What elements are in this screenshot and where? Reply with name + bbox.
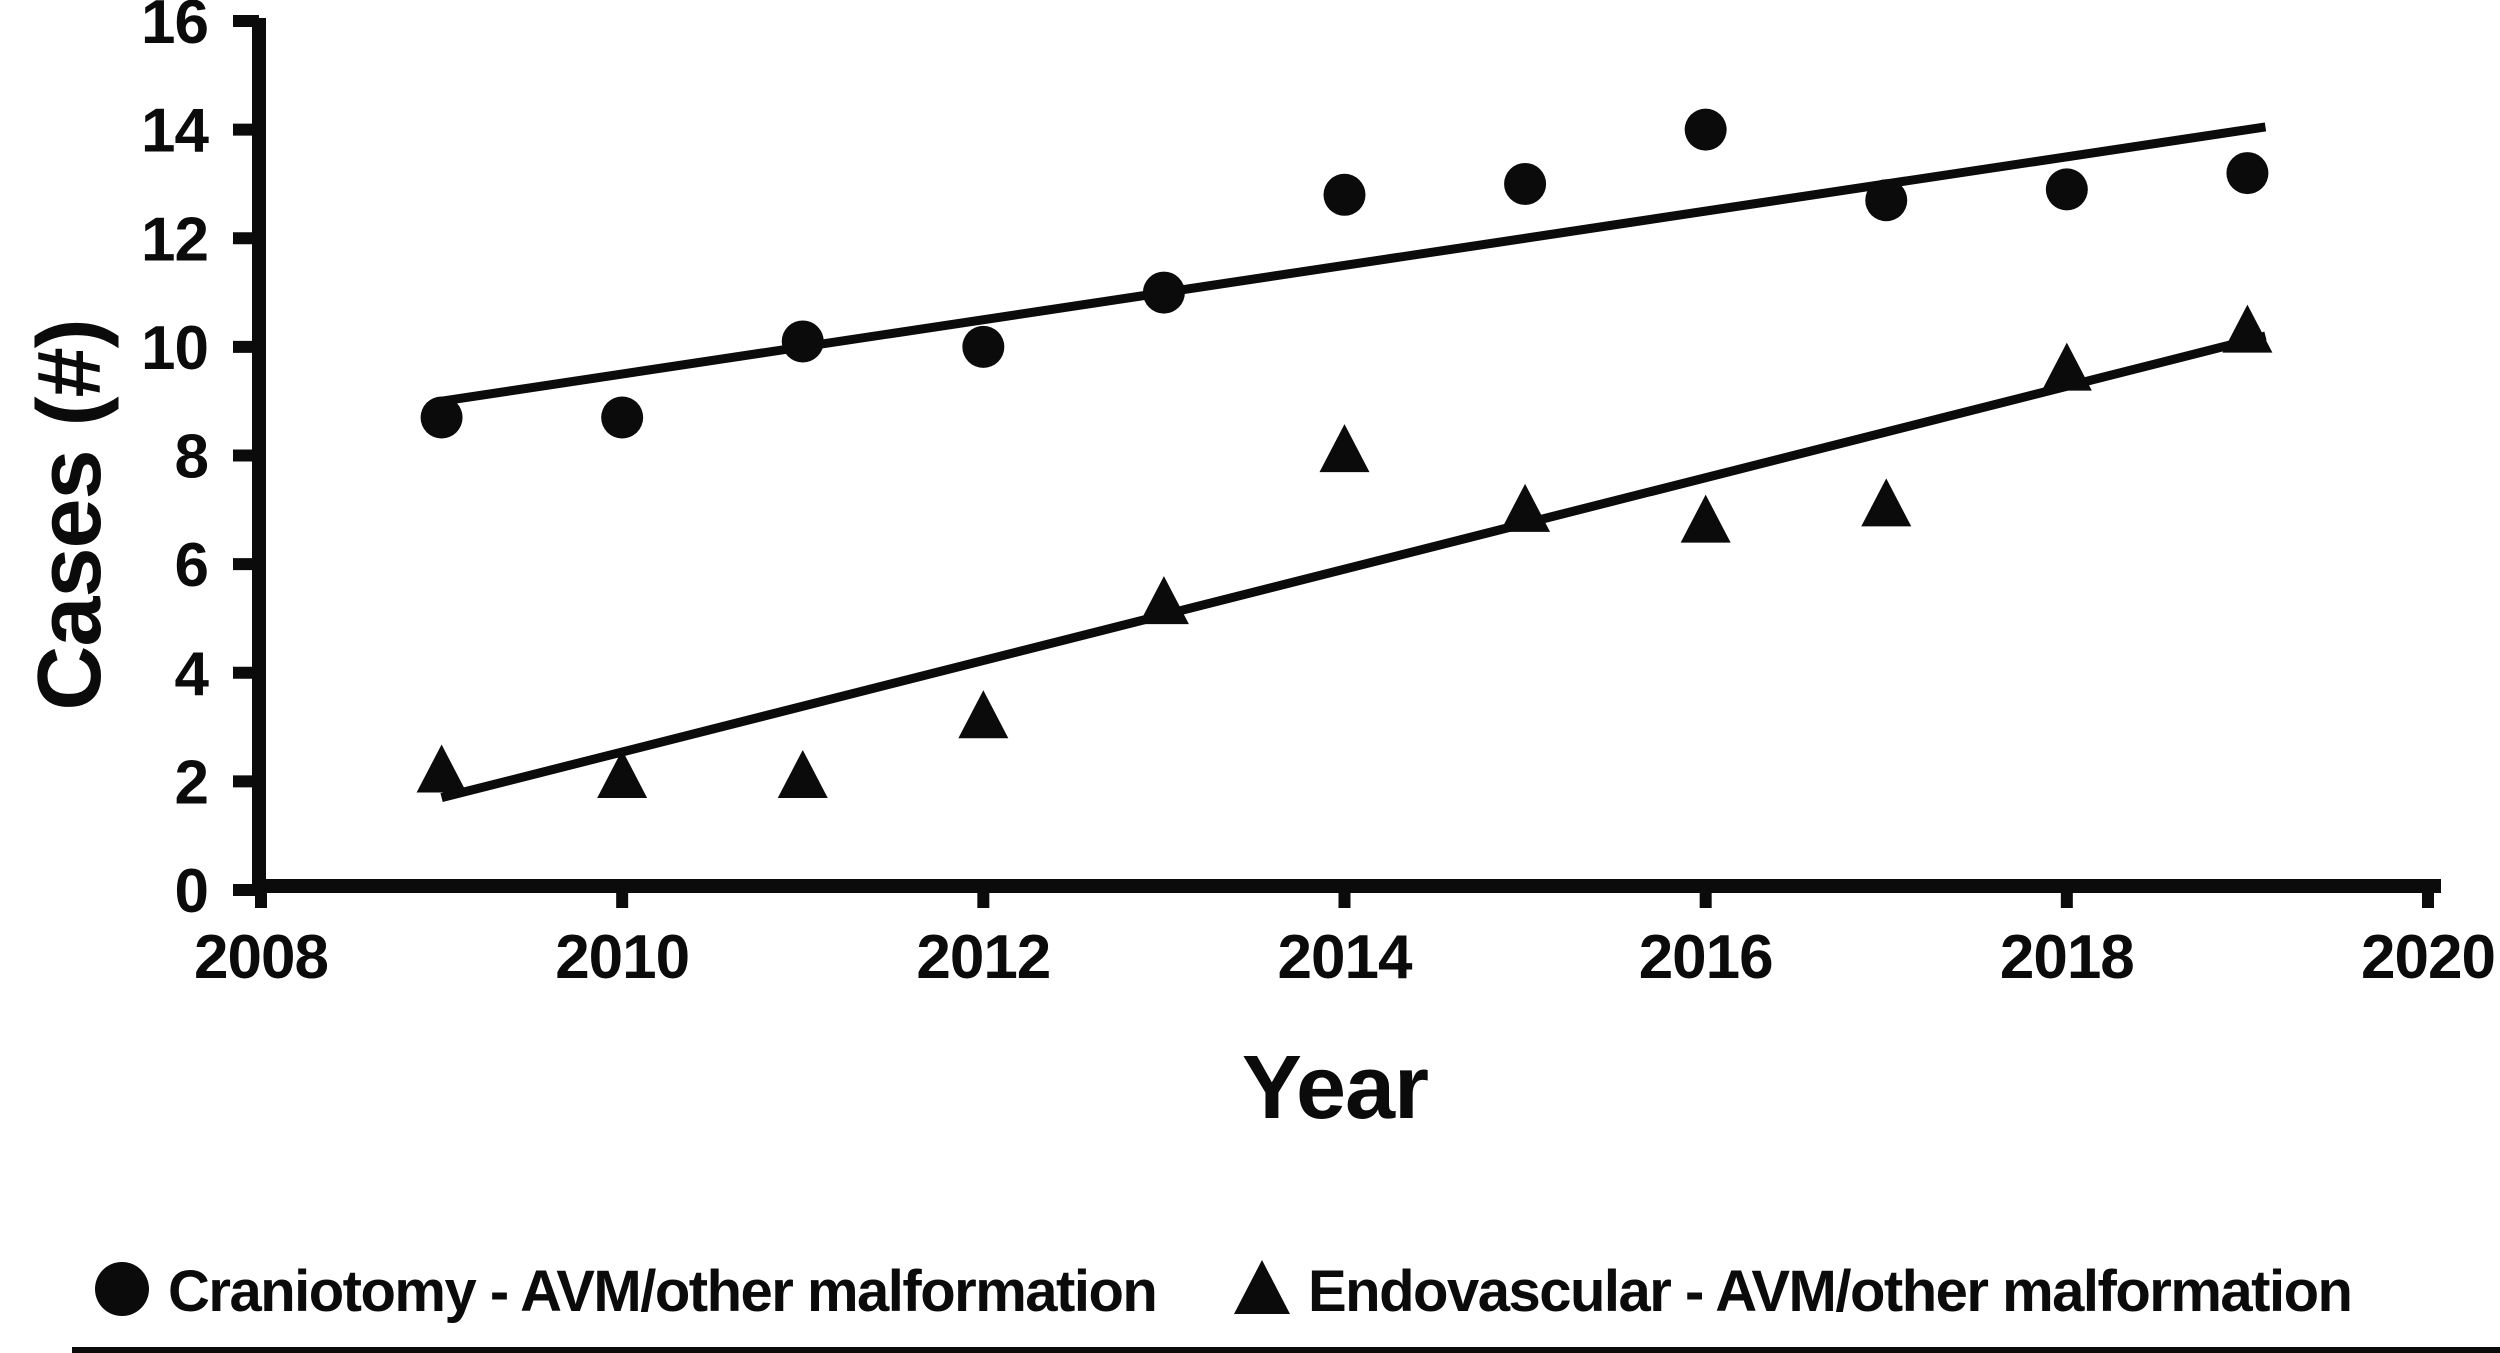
- data-point-triangle: [777, 749, 828, 798]
- data-point-circle: [1865, 179, 1908, 222]
- y-tick-label: 4: [175, 640, 210, 709]
- data-point-triangle: [597, 749, 648, 798]
- y-tick-label: 8: [175, 423, 208, 492]
- data-point-circle: [1142, 271, 1185, 314]
- y-tick-label: 12: [141, 205, 208, 274]
- y-tick-label: 10: [141, 314, 208, 383]
- series-craniotomy: [420, 108, 2269, 439]
- legend-label-endovascular: Endovascular - AVM/other malformation: [1308, 1259, 2351, 1324]
- data-point-circle: [962, 325, 1005, 368]
- x-axis: 2008 2010 2012 2014 2016 2018 2020: [194, 879, 2496, 992]
- y-axis-title: Cases (#): [20, 319, 120, 710]
- legend-circle-marker: [95, 1262, 149, 1316]
- x-axis-ticks: [255, 886, 2434, 908]
- y-tick-label: 0: [175, 857, 208, 926]
- data-point-triangle: [1680, 494, 1731, 543]
- y-axis: 0 2 4 6 8 10 12 14 16: [141, 0, 266, 926]
- data-point-triangle: [1138, 576, 1189, 625]
- data-point-circle: [601, 396, 644, 439]
- trendline-endovascular: [440, 331, 2267, 803]
- x-tick-label: 2012: [916, 923, 1050, 992]
- x-tick-label: 2020: [2361, 923, 2495, 992]
- legend-label-craniotomy: Craniotomy - AVM/other malformation: [168, 1259, 1156, 1324]
- trendlines: [440, 122, 2267, 803]
- data-point-triangle: [1861, 478, 1912, 527]
- data-point-circle: [781, 320, 824, 363]
- legend-triangle-marker: [1234, 1260, 1290, 1314]
- y-axis-tick-labels: 0 2 4 6 8 10 12 14 16: [141, 0, 210, 926]
- trendline-craniotomy: [440, 122, 2267, 406]
- x-tick-label: 2010: [555, 923, 689, 992]
- data-point-circle: [1323, 173, 1366, 216]
- legend: Craniotomy - AVM/other malformation Endo…: [95, 1259, 2353, 1324]
- data-point-circle: [2045, 168, 2088, 211]
- y-tick-label: 2: [175, 748, 208, 817]
- bottom-crop-line: [72, 1347, 2500, 1353]
- data-point-triangle: [1319, 424, 1370, 473]
- data-point-circle: [1504, 162, 1547, 205]
- data-point-triangle: [2041, 342, 2092, 391]
- data-point-circle: [1684, 108, 1727, 151]
- y-tick-label: 16: [141, 0, 208, 57]
- x-tick-label: 2008: [194, 923, 328, 992]
- data-point-circle: [420, 396, 463, 439]
- x-tick-label: 2018: [2000, 923, 2134, 992]
- data-point-circle: [2226, 152, 2269, 195]
- series-endovascular: [416, 304, 2273, 798]
- data-point-triangle: [2222, 304, 2273, 353]
- y-tick-label: 14: [141, 97, 209, 166]
- x-axis-tick-labels: 2008 2010 2012 2014 2016 2018 2020: [194, 923, 2496, 992]
- data-point-triangle: [958, 690, 1009, 739]
- x-tick-label: 2014: [1278, 923, 1413, 992]
- x-axis-title: Year: [1242, 1038, 1428, 1138]
- data-point-triangle: [416, 744, 467, 793]
- y-tick-label: 6: [175, 531, 208, 600]
- y-axis-ticks: [233, 15, 259, 896]
- x-tick-label: 2016: [1639, 923, 1773, 992]
- data-point-triangle: [1500, 483, 1551, 532]
